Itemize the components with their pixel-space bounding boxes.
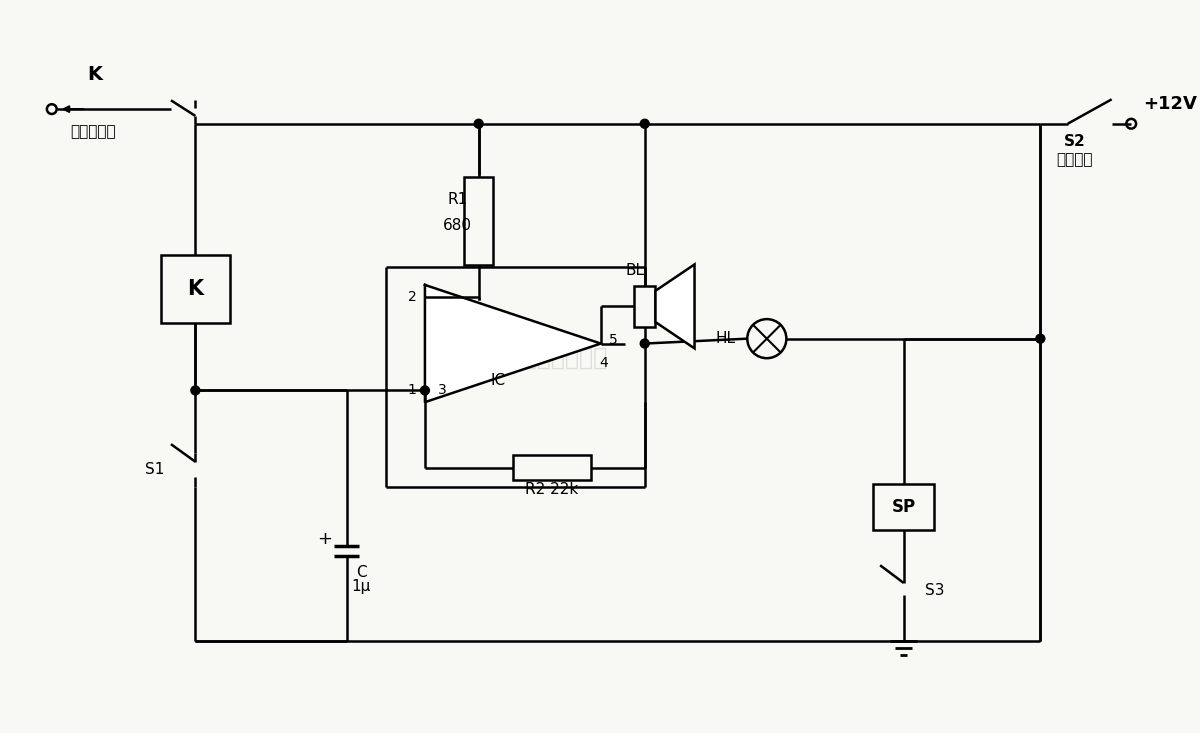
Circle shape (421, 386, 428, 394)
Text: S3: S3 (925, 583, 944, 598)
Text: 4: 4 (599, 356, 608, 370)
Circle shape (475, 119, 482, 128)
Circle shape (641, 339, 649, 347)
Polygon shape (425, 285, 601, 402)
Text: HL: HL (715, 331, 736, 346)
Bar (464, 177, 493, 265)
Text: K: K (187, 279, 204, 299)
Text: R1: R1 (448, 193, 467, 207)
Text: 至点火线圈: 至点火线圈 (70, 124, 115, 139)
Bar (512, 455, 590, 480)
Circle shape (192, 386, 199, 394)
Text: K: K (88, 65, 102, 84)
Text: +12V: +12V (1142, 95, 1196, 113)
Text: IC: IC (491, 373, 505, 388)
Circle shape (641, 119, 649, 128)
Text: 680: 680 (443, 218, 472, 233)
Text: R2 22k: R2 22k (526, 482, 578, 496)
Text: 点火开关: 点火开关 (1056, 152, 1093, 167)
Bar (161, 254, 229, 323)
Text: 1: 1 (408, 383, 416, 397)
Text: 2: 2 (408, 290, 416, 303)
Bar (874, 484, 934, 530)
Text: SP: SP (892, 498, 916, 516)
Text: 5: 5 (610, 333, 618, 347)
Text: S1: S1 (145, 462, 164, 477)
Text: +: + (317, 530, 332, 548)
Text: 1μ: 1μ (352, 579, 371, 594)
Text: BL: BL (625, 262, 644, 278)
Text: 杭州将睿科技有限公司: 杭州将睿科技有限公司 (467, 346, 608, 370)
Text: C: C (356, 564, 367, 580)
Text: 3: 3 (438, 383, 446, 397)
Text: S2: S2 (1063, 134, 1086, 149)
Circle shape (1037, 335, 1044, 342)
Polygon shape (655, 265, 695, 348)
Bar (634, 286, 655, 327)
